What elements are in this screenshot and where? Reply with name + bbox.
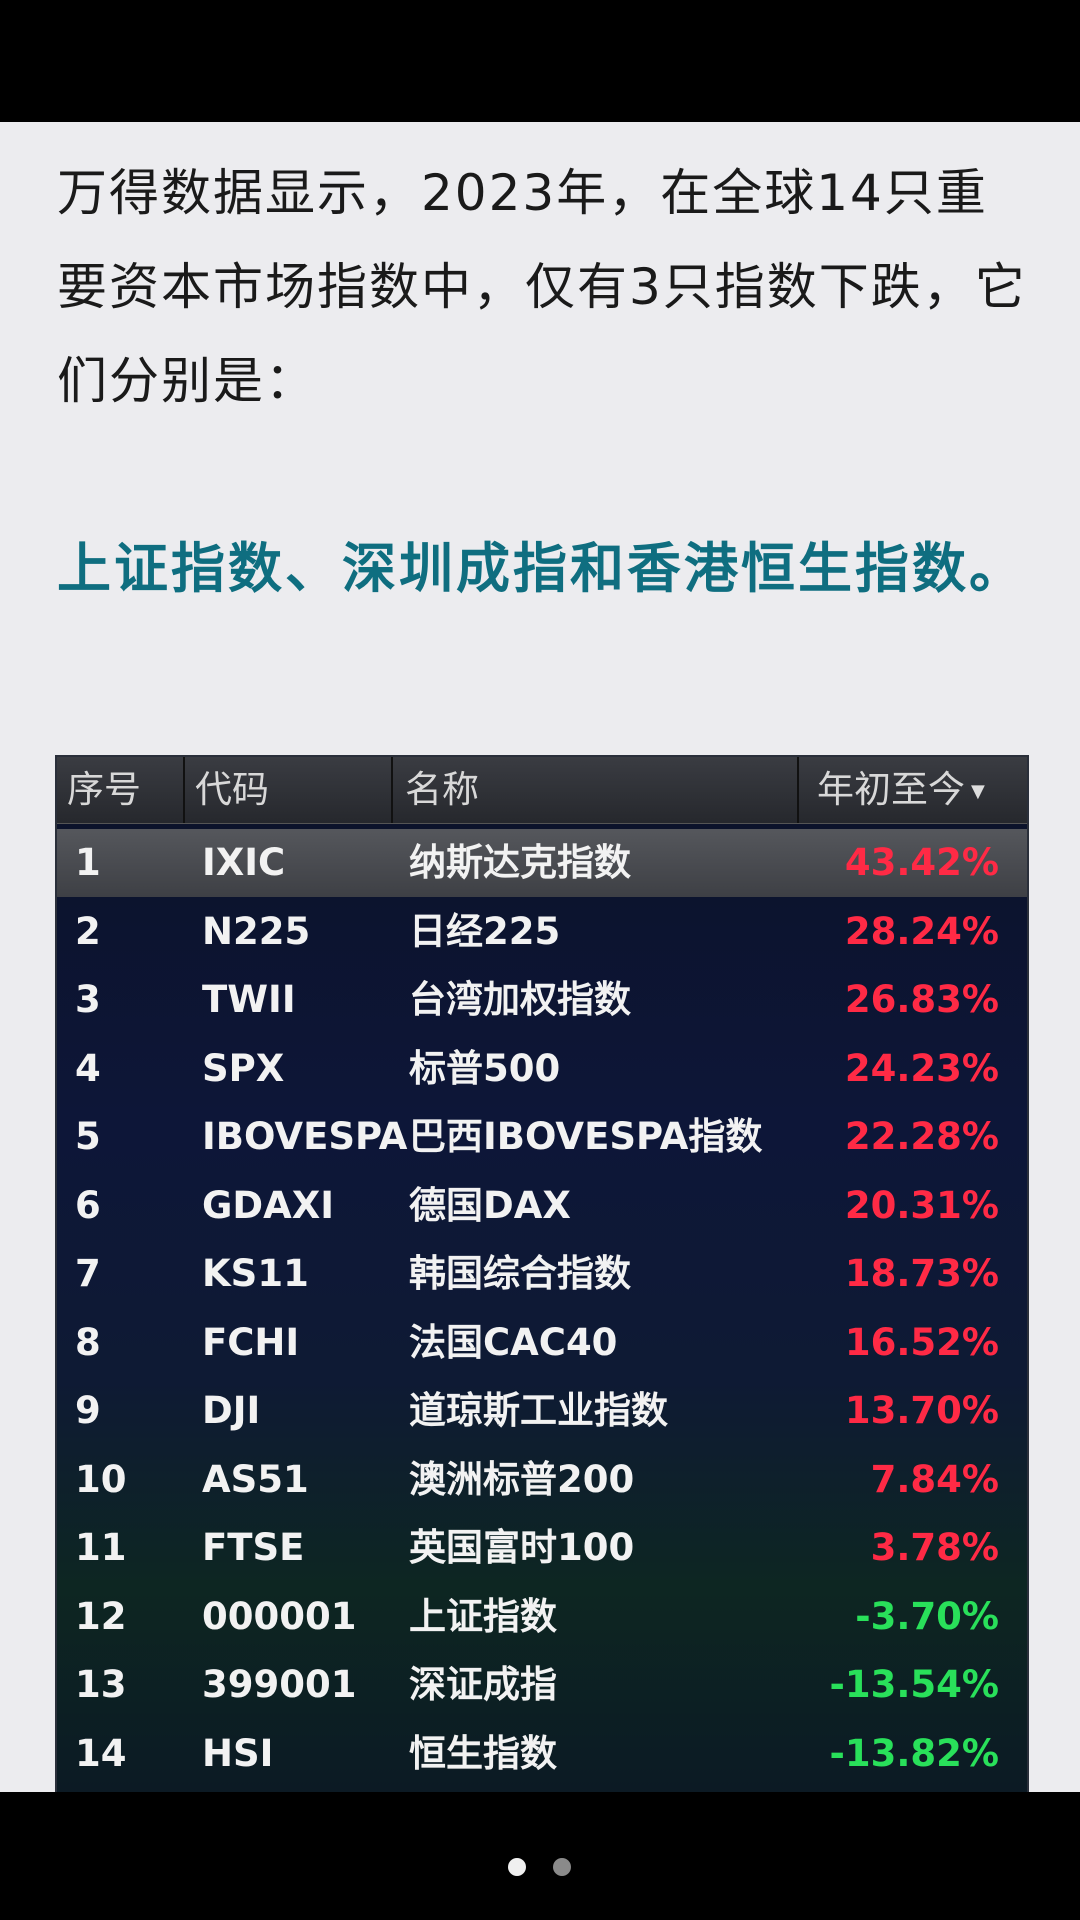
pager-dot-2[interactable] bbox=[553, 1858, 571, 1876]
intro-paragraph: 万得数据显示，2023年，在全球14只重要资本市场指数中，仅有3只指数下跌，它们… bbox=[57, 164, 1027, 410]
top-black-bar bbox=[0, 0, 1080, 122]
header-index[interactable]: 序号 bbox=[57, 757, 185, 823]
table-row[interactable]: 13 399001 深证成指 -13.54% bbox=[57, 1651, 1027, 1719]
row-index: 14 bbox=[75, 1731, 127, 1775]
table-row[interactable]: 3 TWII 台湾加权指数 26.83% bbox=[57, 966, 1027, 1034]
header-ytd-label: 年初至今 bbox=[817, 768, 965, 811]
row-name: 德国DAX bbox=[409, 1183, 571, 1227]
header-code[interactable]: 代码 bbox=[185, 757, 393, 823]
table-header: 序号 代码 名称 年初至今 ▼ bbox=[57, 757, 1027, 824]
row-name: 韩国综合指数 bbox=[409, 1252, 631, 1295]
row-name: 恒生指数 bbox=[409, 1731, 557, 1775]
row-index: 4 bbox=[75, 1046, 101, 1090]
row-name: 台湾加权指数 bbox=[409, 978, 631, 1021]
row-code: HSI bbox=[202, 1731, 274, 1775]
row-ytd-change: -13.82% bbox=[829, 1731, 999, 1775]
row-code: FTSE bbox=[202, 1526, 305, 1569]
table-row[interactable]: 2 N225 日经225 28.24% bbox=[57, 898, 1027, 966]
header-index-label: 序号 bbox=[67, 768, 141, 811]
row-index: 10 bbox=[75, 1457, 127, 1501]
sort-desc-icon[interactable]: ▼ bbox=[971, 780, 985, 802]
row-code: FCHI bbox=[202, 1320, 300, 1364]
row-index: 2 bbox=[75, 909, 101, 953]
row-code: N225 bbox=[202, 909, 311, 953]
row-code: KS11 bbox=[202, 1252, 309, 1295]
row-ytd-change: 28.24% bbox=[844, 909, 999, 953]
post-content: 万得数据显示，2023年，在全球14只重要资本市场指数中，仅有3只指数下跌，它们… bbox=[0, 122, 1080, 1796]
header-code-label: 代码 bbox=[195, 768, 269, 811]
header-name-label: 名称 bbox=[405, 768, 479, 811]
row-index: 11 bbox=[75, 1526, 127, 1569]
row-name: 道琼斯工业指数 bbox=[409, 1389, 668, 1432]
header-name[interactable]: 名称 bbox=[393, 757, 799, 823]
row-name: 法国CAC40 bbox=[409, 1320, 618, 1364]
row-code: IBOVESPA bbox=[202, 1115, 408, 1158]
row-code: DJI bbox=[202, 1389, 261, 1432]
table-row[interactable]: 6 GDAXI 德国DAX 20.31% bbox=[57, 1172, 1027, 1240]
row-index: 9 bbox=[75, 1389, 101, 1432]
row-name: 英国富时100 bbox=[409, 1526, 635, 1569]
row-index: 6 bbox=[75, 1183, 101, 1227]
row-ytd-change: 26.83% bbox=[844, 978, 999, 1021]
row-index: 12 bbox=[75, 1594, 127, 1638]
row-ytd-change: 16.52% bbox=[844, 1320, 999, 1364]
row-name: 澳洲标普200 bbox=[409, 1457, 635, 1501]
table-row[interactable]: 1 IXIC 纳斯达克指数 43.42% bbox=[57, 829, 1027, 897]
row-ytd-change: 22.28% bbox=[844, 1115, 999, 1158]
row-ytd-change: 24.23% bbox=[844, 1046, 999, 1090]
table-row[interactable]: 7 KS11 韩国综合指数 18.73% bbox=[57, 1240, 1027, 1308]
row-code: GDAXI bbox=[202, 1183, 335, 1227]
table-row[interactable]: 12 000001 上证指数 -3.70% bbox=[57, 1583, 1027, 1651]
row-ytd-change: 43.42% bbox=[844, 841, 999, 884]
row-code: AS51 bbox=[202, 1457, 309, 1501]
row-index: 5 bbox=[75, 1115, 101, 1158]
row-ytd-change: 3.78% bbox=[870, 1526, 999, 1569]
row-name: 上证指数 bbox=[409, 1594, 557, 1638]
row-name: 深证成指 bbox=[409, 1663, 557, 1706]
row-name: 标普500 bbox=[409, 1046, 561, 1090]
row-ytd-change: 20.31% bbox=[844, 1183, 999, 1227]
table-row[interactable]: 4 SPX 标普500 24.23% bbox=[57, 1035, 1027, 1103]
table-row[interactable]: 9 DJI 道琼斯工业指数 13.70% bbox=[57, 1377, 1027, 1445]
index-table-image: 序号 代码 名称 年初至今 ▼ 1 IXIC 纳斯达克指数 43.42% 2 N225 日经2… bbox=[55, 755, 1029, 1796]
table-row[interactable]: 14 HSI 恒生指数 -13.82% bbox=[57, 1720, 1027, 1788]
row-name: 巴西IBOVESPA指数 bbox=[409, 1115, 763, 1158]
row-ytd-change: -3.70% bbox=[855, 1594, 999, 1638]
row-name: 纳斯达克指数 bbox=[409, 841, 631, 884]
row-code: SPX bbox=[202, 1046, 285, 1090]
row-code: 399001 bbox=[202, 1663, 357, 1706]
table-row[interactable]: 8 FCHI 法国CAC40 16.52% bbox=[57, 1309, 1027, 1377]
pager-dot-1[interactable] bbox=[508, 1858, 526, 1876]
row-code: TWII bbox=[202, 978, 296, 1021]
row-ytd-change: -13.54% bbox=[829, 1663, 999, 1706]
row-ytd-change: 13.70% bbox=[844, 1389, 999, 1432]
row-code: 000001 bbox=[202, 1594, 357, 1638]
row-index: 13 bbox=[75, 1663, 127, 1706]
row-index: 1 bbox=[75, 841, 101, 884]
header-ytd[interactable]: 年初至今 ▼ bbox=[799, 757, 1027, 823]
table-row[interactable]: 5 IBOVESPA 巴西IBOVESPA指数 22.28% bbox=[57, 1103, 1027, 1171]
row-index: 3 bbox=[75, 978, 101, 1021]
row-name: 日经225 bbox=[409, 909, 561, 953]
table-row[interactable]: 10 AS51 澳洲标普200 7.84% bbox=[57, 1446, 1027, 1514]
table-row[interactable]: 11 FTSE 英国富时100 3.78% bbox=[57, 1514, 1027, 1582]
row-index: 7 bbox=[75, 1252, 101, 1295]
row-code: IXIC bbox=[202, 841, 286, 884]
highlight-paragraph: 上证指数、深圳成指和香港恒生指数。 bbox=[57, 537, 1026, 600]
bottom-black-bar bbox=[0, 1792, 1080, 1920]
row-ytd-change: 18.73% bbox=[844, 1252, 999, 1295]
row-index: 8 bbox=[75, 1320, 101, 1364]
row-ytd-change: 7.84% bbox=[870, 1457, 999, 1501]
